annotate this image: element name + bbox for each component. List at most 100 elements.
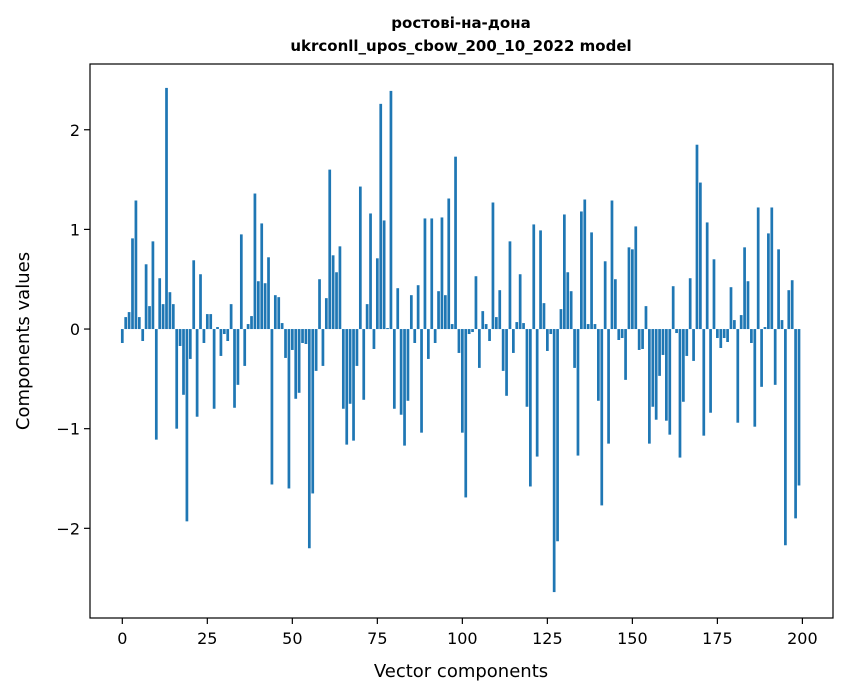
bar-component-67 bbox=[348, 329, 352, 404]
bar-component-118 bbox=[522, 323, 525, 330]
bar-component-49 bbox=[287, 329, 291, 489]
y-tick-label: 2 bbox=[70, 121, 80, 140]
bar-component-123 bbox=[539, 230, 542, 330]
x-tick-label: 75 bbox=[367, 629, 387, 648]
bar-component-132 bbox=[569, 291, 573, 330]
bar-component-63 bbox=[335, 272, 338, 330]
bar-component-196 bbox=[787, 290, 791, 330]
bar-component-124 bbox=[542, 303, 546, 330]
bar-component-96 bbox=[447, 198, 451, 330]
bar-component-2 bbox=[127, 312, 131, 330]
bar-component-139 bbox=[593, 324, 597, 330]
bar-component-126 bbox=[549, 329, 553, 335]
bar-component-140 bbox=[597, 329, 600, 401]
bar-component-147 bbox=[620, 329, 624, 339]
plot-frame bbox=[89, 63, 834, 619]
bar-component-98 bbox=[454, 156, 457, 330]
bar-component-154 bbox=[644, 306, 648, 330]
bar-component-179 bbox=[729, 287, 733, 330]
bar-component-115 bbox=[512, 329, 515, 353]
bar-component-107 bbox=[484, 324, 488, 330]
bar-component-43 bbox=[267, 257, 270, 330]
bar-component-15 bbox=[171, 304, 175, 330]
bar-component-151 bbox=[634, 226, 638, 330]
bar-component-153 bbox=[641, 329, 644, 349]
bar-component-150 bbox=[631, 249, 634, 330]
bar-component-182 bbox=[739, 315, 743, 330]
bar-component-7 bbox=[144, 264, 148, 330]
bar-component-109 bbox=[491, 202, 495, 330]
bar-component-142 bbox=[603, 261, 607, 330]
x-tick-label: 50 bbox=[282, 629, 302, 648]
bar-component-186 bbox=[753, 329, 757, 427]
bar-component-10 bbox=[154, 329, 158, 440]
bar-component-26 bbox=[209, 314, 213, 330]
bar-component-184 bbox=[746, 281, 750, 330]
x-axis-ticks: 0 25 50 75 100 125 150 175 200 bbox=[117, 618, 818, 648]
bar-component-42 bbox=[263, 283, 267, 330]
bar-component-88 bbox=[420, 329, 423, 433]
bar-component-37 bbox=[246, 324, 250, 330]
bar-component-30 bbox=[222, 329, 226, 335]
bar-component-50 bbox=[290, 329, 294, 350]
bar-component-146 bbox=[617, 329, 621, 340]
bar-component-158 bbox=[658, 329, 661, 376]
chart-title-line2: ukrconll_upos_cbow_200_10_2022 model bbox=[290, 37, 631, 55]
bar-component-144 bbox=[610, 200, 614, 330]
bar-component-160 bbox=[665, 329, 668, 421]
bar-component-69 bbox=[355, 329, 359, 366]
bar-component-117 bbox=[518, 274, 522, 330]
bar-component-36 bbox=[243, 329, 247, 366]
bar-component-19 bbox=[185, 329, 189, 522]
bar-component-55 bbox=[307, 329, 311, 549]
bar-component-174 bbox=[712, 259, 716, 330]
bar-component-125 bbox=[546, 329, 549, 351]
bar-component-6 bbox=[141, 329, 145, 341]
bar-component-198 bbox=[794, 329, 797, 519]
bar-component-62 bbox=[331, 255, 335, 330]
bar-component-94 bbox=[440, 217, 444, 330]
bar-component-89 bbox=[423, 218, 427, 330]
bar-component-75 bbox=[375, 258, 379, 330]
bar-component-100 bbox=[460, 329, 464, 433]
bar-component-197 bbox=[790, 280, 794, 330]
bar-component-29 bbox=[219, 329, 223, 356]
bar-component-199 bbox=[797, 329, 801, 486]
bar-component-44 bbox=[270, 329, 274, 485]
x-tick-label: 200 bbox=[787, 629, 818, 648]
bar-component-175 bbox=[716, 329, 719, 339]
bar-component-127 bbox=[552, 329, 556, 593]
bar-component-39 bbox=[253, 193, 257, 330]
bar-component-130 bbox=[563, 214, 566, 330]
bar-component-21 bbox=[192, 260, 196, 330]
bar-component-86 bbox=[413, 329, 417, 343]
bar-component-72 bbox=[365, 304, 369, 330]
bar-component-159 bbox=[661, 329, 665, 355]
bar-component-189 bbox=[763, 327, 767, 330]
bar-component-81 bbox=[396, 288, 400, 330]
bar-component-11 bbox=[158, 278, 162, 330]
bar-component-188 bbox=[760, 329, 763, 387]
bar-component-27 bbox=[212, 329, 216, 409]
bar-component-180 bbox=[733, 320, 736, 330]
bar-component-168 bbox=[692, 329, 695, 361]
bar-component-80 bbox=[392, 329, 396, 409]
bar-component-9 bbox=[151, 241, 155, 330]
bar-component-161 bbox=[668, 329, 672, 435]
bar-component-68 bbox=[352, 329, 355, 441]
bar-component-32 bbox=[229, 304, 233, 330]
bar-component-173 bbox=[709, 329, 712, 413]
bar-component-187 bbox=[756, 207, 760, 330]
bar-component-145 bbox=[614, 279, 617, 330]
bar-component-34 bbox=[236, 329, 240, 385]
bar-component-156 bbox=[651, 329, 655, 407]
bar-component-83 bbox=[403, 329, 406, 446]
x-tick-label: 125 bbox=[532, 629, 563, 648]
bar-component-164 bbox=[678, 329, 682, 458]
bar-component-16 bbox=[175, 329, 179, 429]
bar-component-48 bbox=[284, 329, 287, 358]
bar-component-13 bbox=[165, 87, 168, 330]
bar-component-95 bbox=[443, 295, 447, 330]
bar-component-97 bbox=[450, 324, 454, 330]
bar-component-108 bbox=[488, 329, 491, 341]
